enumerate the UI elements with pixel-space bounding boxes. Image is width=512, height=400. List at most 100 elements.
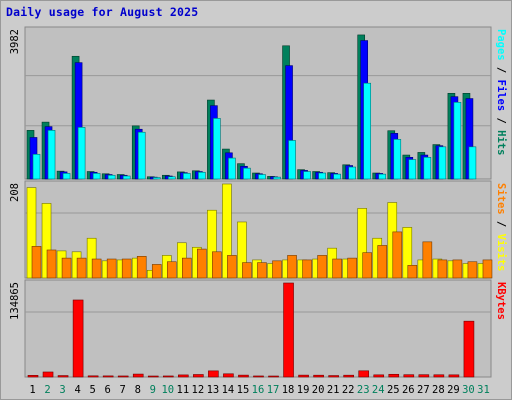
bar-kbytes: [433, 374, 445, 378]
bar-pages: [213, 118, 221, 180]
bar-sites: [91, 258, 102, 279]
bar-kbytes: [208, 370, 219, 378]
day-label: 16: [252, 384, 265, 396]
bar-sites: [332, 258, 342, 279]
bar-pages: [333, 173, 341, 180]
bar-visits: [357, 208, 368, 279]
plot-area-kbytes: [24, 279, 492, 378]
bar-sites: [227, 255, 237, 279]
bar-pages: [77, 127, 86, 180]
bar-kbytes: [388, 373, 400, 378]
bar-pages: [363, 82, 372, 180]
bar-sites: [151, 264, 162, 279]
bar-pages: [198, 171, 206, 180]
bar-kbytes: [147, 375, 159, 378]
bar-sites: [106, 258, 117, 279]
day-label: 11: [177, 384, 190, 396]
day-label: 8: [135, 384, 141, 396]
bar-sites: [212, 251, 222, 279]
bar-pages: [228, 157, 236, 180]
day-label: 17: [267, 384, 280, 396]
bar-visits: [402, 227, 413, 279]
legend-item: Hits: [495, 130, 507, 155]
bar-kbytes: [72, 299, 84, 378]
bar-pages: [453, 101, 462, 180]
bar-sites: [452, 259, 463, 279]
bar-sites: [197, 248, 207, 279]
bar-sites: [242, 262, 252, 279]
day-label: 26: [402, 384, 415, 396]
bar-sites: [302, 259, 312, 279]
bar-pages: [423, 156, 432, 180]
bar-sites: [392, 231, 403, 279]
bar-pages: [288, 140, 296, 180]
day-label: 23: [357, 384, 370, 396]
bar-visits: [237, 221, 247, 279]
day-label: 12: [192, 384, 205, 396]
bar-sites: [257, 262, 267, 279]
bar-pages: [152, 177, 161, 180]
day-label: 20: [312, 384, 325, 396]
bar-sites: [347, 257, 357, 279]
bar-sites: [407, 265, 418, 279]
day-label: 27: [417, 384, 430, 396]
bar-pages: [318, 172, 326, 180]
bar-kbytes: [268, 375, 279, 378]
legend-item: /: [495, 111, 507, 130]
chart-title: Daily usage for August 2025: [6, 5, 199, 19]
day-label: 2: [44, 384, 50, 396]
bar-pages: [32, 154, 41, 180]
day-label: 24: [372, 384, 385, 396]
bar-sites: [482, 259, 493, 279]
legend-item: Files: [495, 80, 507, 112]
bar-sites: [422, 241, 433, 279]
bar-visits: [26, 187, 37, 279]
legend-middle: Sites / Visits: [495, 183, 507, 272]
bar-sites: [272, 260, 282, 279]
bar-sites: [287, 255, 297, 279]
bar-kbytes: [418, 374, 430, 378]
bar-kbytes: [162, 375, 174, 378]
bar-sites: [437, 259, 448, 279]
bar-kbytes: [42, 371, 54, 378]
day-label: 4: [74, 384, 80, 396]
bar-kbytes: [328, 375, 339, 378]
bar-kbytes: [373, 374, 385, 378]
bar-pages: [438, 146, 447, 180]
bar-sites: [136, 256, 147, 279]
bar-sites: [31, 246, 42, 279]
day-label: 9: [150, 384, 156, 396]
legend-top: Pages / Files / Hits: [495, 29, 507, 155]
bar-kbytes: [343, 374, 354, 378]
bar-pages: [62, 173, 71, 180]
bar-pages: [167, 176, 176, 180]
day-label: 10: [161, 384, 174, 396]
bar-sites: [467, 261, 478, 279]
bar-pages: [107, 174, 116, 180]
bar-kbytes: [57, 375, 69, 378]
day-label: 6: [105, 384, 111, 396]
bar-kbytes: [253, 375, 264, 378]
day-label: 18: [282, 384, 295, 396]
bar-kbytes: [403, 374, 415, 378]
y-max-label: 3982: [9, 29, 21, 54]
bar-pages: [408, 159, 417, 180]
bar-pages: [258, 174, 266, 180]
bar-kbytes: [102, 375, 114, 378]
bar-kbytes: [223, 373, 234, 378]
bar-sites: [121, 258, 132, 279]
bar-pages: [183, 173, 191, 180]
bar-pages: [92, 173, 101, 180]
day-label: 7: [120, 384, 126, 396]
bar-kbytes: [178, 374, 189, 378]
plot-area-pages-files-hits: [24, 26, 492, 180]
bar-pages: [137, 131, 146, 180]
day-label: 1: [29, 384, 35, 396]
bar-visits: [41, 203, 52, 279]
bar-kbytes: [313, 374, 324, 378]
bar-pages: [303, 171, 311, 180]
bar-sites: [182, 257, 192, 279]
bar-visits: [86, 237, 97, 279]
day-label: 15: [237, 384, 250, 396]
bar-sites: [317, 255, 327, 279]
